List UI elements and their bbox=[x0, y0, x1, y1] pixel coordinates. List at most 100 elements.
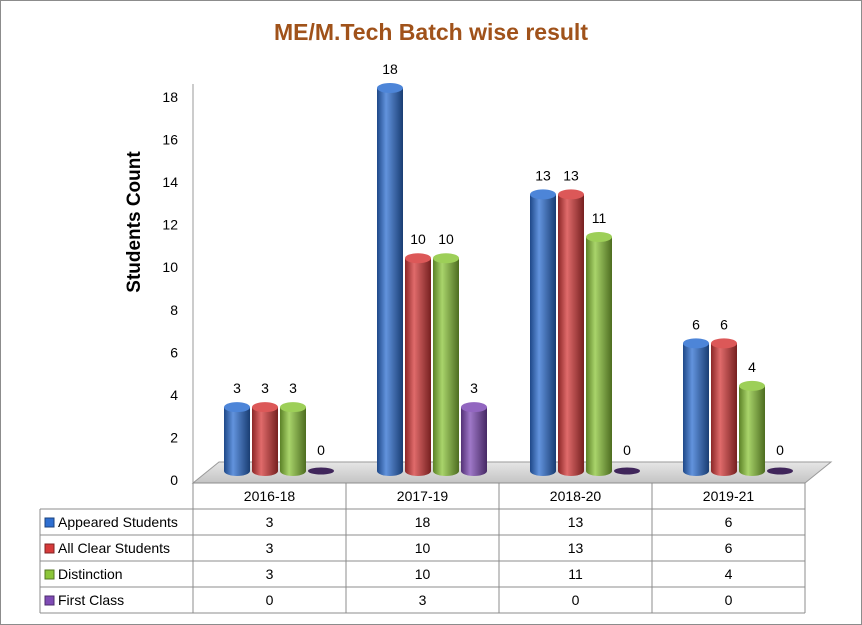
bar-top bbox=[558, 189, 584, 200]
table-cell: 13 bbox=[568, 514, 584, 530]
legend-label: Appeared Students bbox=[58, 514, 178, 530]
bar: 0 bbox=[767, 442, 793, 475]
legend-swatch bbox=[44, 595, 55, 606]
data-label: 3 bbox=[233, 380, 241, 396]
table-cell: 18 bbox=[415, 514, 431, 530]
y-tick-label: 18 bbox=[162, 89, 178, 105]
bar: 6 bbox=[711, 316, 737, 476]
bar-body bbox=[405, 258, 431, 476]
legend-label: First Class bbox=[58, 592, 124, 608]
bar: 0 bbox=[308, 442, 334, 475]
bar: 10 bbox=[405, 231, 431, 476]
bar-top bbox=[683, 338, 709, 349]
y-tick-label: 16 bbox=[162, 132, 178, 148]
bar-body bbox=[586, 236, 612, 476]
bar-zero bbox=[308, 467, 334, 475]
legend-label: Distinction bbox=[58, 566, 123, 582]
bar-top bbox=[461, 402, 487, 413]
y-axis-label: Students Count bbox=[124, 151, 145, 293]
data-label: 6 bbox=[720, 316, 728, 332]
bar: 4 bbox=[739, 359, 765, 476]
bar-zero bbox=[614, 467, 640, 475]
data-label: 3 bbox=[261, 380, 269, 396]
bar: 13 bbox=[530, 167, 556, 476]
bar: 3 bbox=[461, 380, 487, 476]
data-label: 0 bbox=[776, 442, 784, 458]
y-tick-label: 12 bbox=[162, 217, 178, 233]
table-cell: 3 bbox=[266, 566, 274, 582]
data-label: 10 bbox=[410, 231, 426, 247]
bar: 13 bbox=[558, 167, 584, 476]
table-cell: 10 bbox=[415, 566, 431, 582]
data-label: 11 bbox=[592, 210, 607, 226]
x-tick-label: 2019-21 bbox=[703, 488, 755, 504]
bar-body bbox=[530, 194, 556, 476]
data-label: 3 bbox=[470, 380, 478, 396]
table-cell: 4 bbox=[725, 566, 733, 582]
bar: 3 bbox=[252, 380, 278, 476]
bar: 6 bbox=[683, 316, 709, 476]
data-label: 0 bbox=[623, 442, 631, 458]
table-cell: 10 bbox=[415, 540, 431, 556]
table-cell: 13 bbox=[568, 540, 584, 556]
y-tick-label: 6 bbox=[170, 344, 178, 360]
bar-top bbox=[224, 402, 250, 413]
bar-top bbox=[377, 83, 403, 93]
data-label: 13 bbox=[563, 167, 579, 183]
bar-body bbox=[739, 385, 765, 476]
legend-label: All Clear Students bbox=[58, 540, 170, 556]
bar: 0 bbox=[614, 442, 640, 475]
bar-top bbox=[739, 380, 765, 391]
bar: 3 bbox=[224, 380, 250, 476]
bar-top bbox=[433, 253, 459, 264]
legend-swatch bbox=[44, 517, 55, 528]
bar-body bbox=[280, 407, 306, 476]
bar-body bbox=[252, 407, 278, 476]
bar: 11 bbox=[586, 210, 612, 476]
data-label: 18 bbox=[382, 61, 398, 77]
bar-body bbox=[683, 343, 709, 476]
y-tick-label: 10 bbox=[162, 259, 178, 275]
data-label: 6 bbox=[692, 316, 700, 332]
chart-title: ME/M.Tech Batch wise result bbox=[274, 19, 588, 45]
bar-body bbox=[558, 194, 584, 476]
bar-body bbox=[711, 343, 737, 476]
table-cell: 0 bbox=[266, 592, 274, 608]
table-cell: 3 bbox=[266, 514, 274, 530]
bar-body bbox=[461, 407, 487, 476]
data-label: 3 bbox=[289, 380, 297, 396]
bar-top bbox=[586, 231, 612, 242]
x-tick-label: 2017-19 bbox=[397, 488, 449, 504]
table-cell: 3 bbox=[419, 592, 427, 608]
bar-top bbox=[405, 253, 431, 264]
table-cell: 11 bbox=[568, 566, 583, 582]
table-cell: 0 bbox=[725, 592, 733, 608]
y-tick-label: 14 bbox=[162, 174, 178, 190]
y-tick-label: 0 bbox=[170, 472, 178, 488]
y-tick-label: 2 bbox=[170, 429, 178, 445]
bar-body bbox=[377, 88, 403, 476]
bar-body bbox=[433, 258, 459, 476]
bar-top bbox=[530, 189, 556, 200]
bar: 3 bbox=[280, 380, 306, 476]
table-cell: 6 bbox=[725, 514, 733, 530]
bar-top bbox=[252, 402, 278, 413]
legend-row: Appeared Students 3 18 13 6 bbox=[44, 514, 733, 530]
y-tick-label: 8 bbox=[170, 302, 178, 318]
bar-top bbox=[280, 402, 306, 413]
legend-swatch bbox=[44, 569, 55, 580]
bar: 18 bbox=[377, 61, 403, 476]
data-label: 13 bbox=[535, 167, 551, 183]
legend-row: All Clear Students 3 10 13 6 bbox=[44, 540, 733, 556]
bar-zero bbox=[767, 467, 793, 475]
legend-row: Distinction 3 10 11 4 bbox=[44, 566, 733, 582]
x-tick-label: 2016-18 bbox=[244, 488, 296, 504]
data-label: 0 bbox=[317, 442, 325, 458]
data-label: 10 bbox=[438, 231, 454, 247]
bar-body bbox=[224, 407, 250, 476]
bar-top bbox=[711, 338, 737, 349]
data-label: 4 bbox=[748, 359, 756, 375]
legend-row: First Class 0 3 0 0 bbox=[44, 592, 733, 608]
x-tick-label: 2018-20 bbox=[550, 488, 602, 504]
